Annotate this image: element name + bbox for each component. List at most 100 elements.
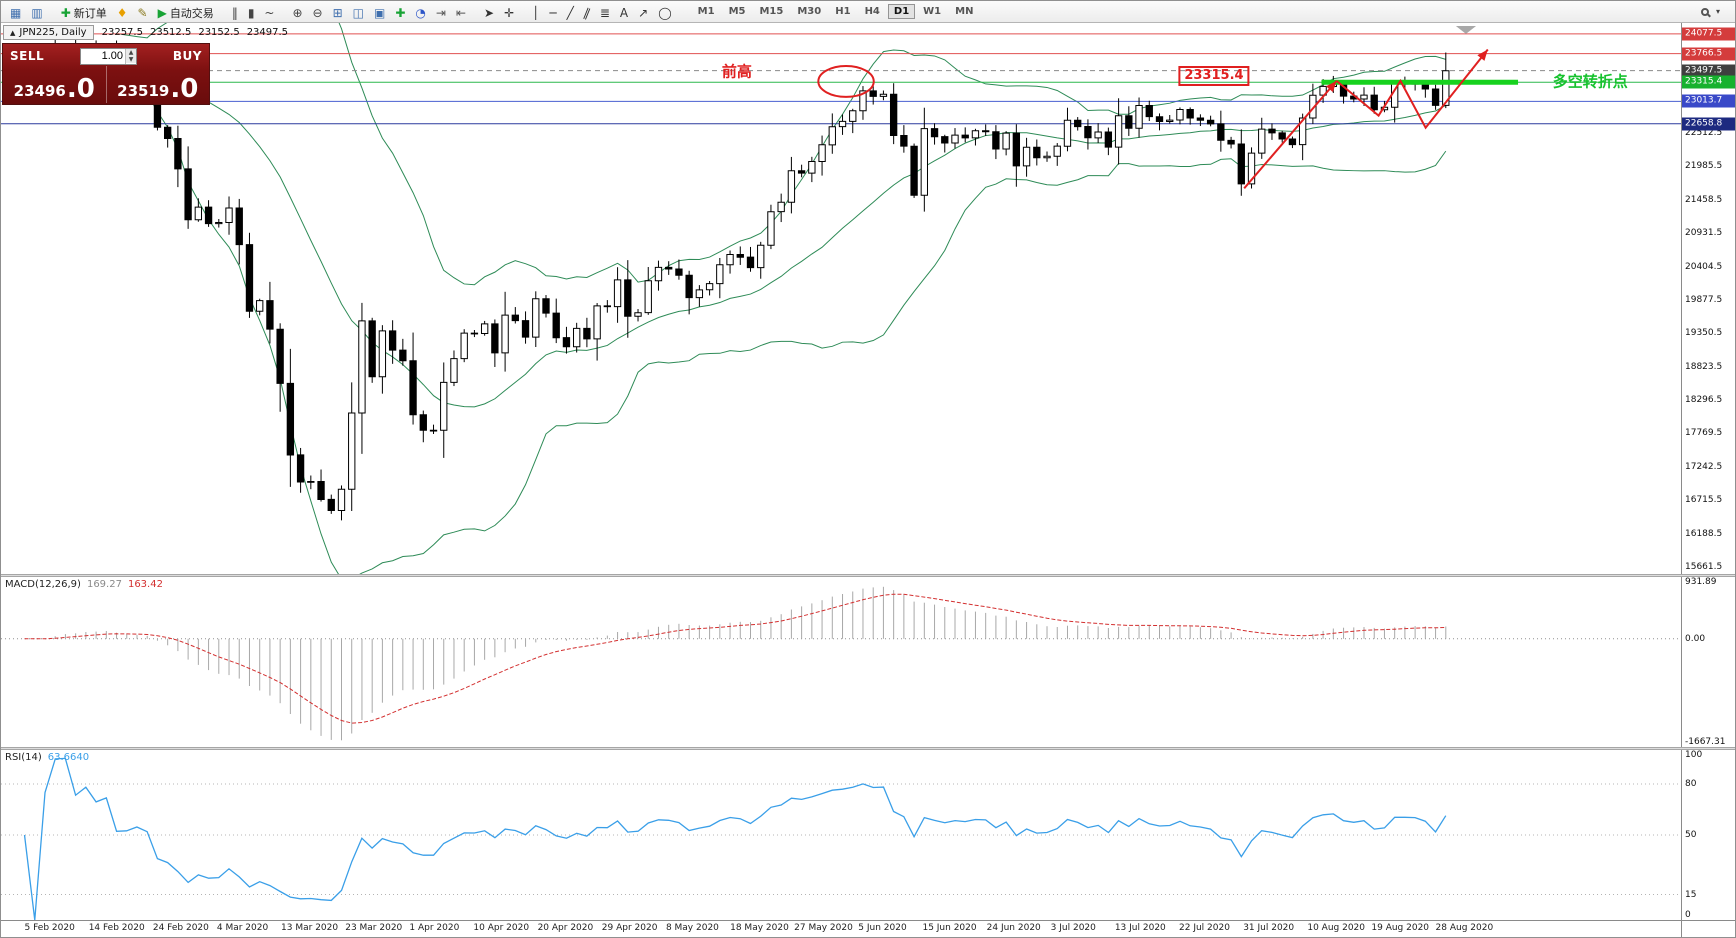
symbol-search-button[interactable]: ▾ <box>1697 3 1724 21</box>
fibonacci-button[interactable]: ≣ <box>596 4 614 22</box>
text-tool-button[interactable]: A <box>616 4 632 22</box>
price-tick: 20404.5 <box>1685 261 1723 272</box>
rsi-axis: 100 80 50 15 0 <box>1681 750 1735 920</box>
crosshair-icon: ✛ <box>504 5 515 20</box>
trendline-icon: ╱ <box>566 5 574 20</box>
chart-tab-icon: ▲ <box>10 28 16 37</box>
rsi-tick: 100 <box>1685 750 1703 761</box>
new-order-label: 新订单 <box>73 6 107 20</box>
volume-spin: ▲ ▼ <box>125 48 137 64</box>
bar-chart-mode-button[interactable]: ‖ <box>228 4 242 22</box>
buy-price-button[interactable]: 23519.0 <box>105 66 210 103</box>
market-grid-button[interactable]: ⊞ <box>329 4 347 22</box>
timeframe-D1[interactable]: D1 <box>887 4 916 19</box>
macd-axis: 931.89 0.00 -1667.31 <box>1681 577 1735 747</box>
toolbar: ▦ ▥ ✚ 新订单 ♦ ✎ ▶ 自动交易 ‖ ▮ ~ ⊕ ⊖ ⊞ ◫ ▣ ✚ ◔ ⇥ ⇤ ➤ ✛ │ ─ ╱ ∥ ≣ A ↗ ◯ M1 M5… <box>1 1 1735 23</box>
search-icon <box>1700 7 1709 16</box>
time-axis-bar: 5 Feb 2020 14 Feb 2020 24 Feb 2020 4 Mar 20… <box>1 920 1735 937</box>
shapes-tool-icon: ◯ <box>658 5 672 20</box>
chart-shift-button[interactable]: ⇤ <box>452 4 470 22</box>
new-chart-button[interactable]: ▦ <box>6 4 25 22</box>
tile-windows-button[interactable]: ◫ <box>349 4 368 22</box>
timeframe-H1[interactable]: H1 <box>835 6 851 17</box>
new-order-button[interactable]: ✚ 新订单 <box>57 4 111 22</box>
price-tag: 23766.5 <box>1682 47 1735 61</box>
panel-splitter[interactable] <box>1 574 1735 577</box>
chart-tab[interactable]: ▲ JPN225, Daily <box>3 25 94 40</box>
timeframe-M5[interactable]: M5 <box>728 6 746 17</box>
zoom-in-icon: ⊕ <box>292 5 303 20</box>
cascade-windows-icon: ▣ <box>374 5 386 20</box>
volume-input[interactable] <box>81 48 126 64</box>
zoom-out-icon: ⊖ <box>312 5 323 20</box>
volume-up-button[interactable]: ▲ <box>126 48 137 56</box>
zoom-in-button[interactable]: ⊕ <box>288 4 306 22</box>
rsi-tick: 0 <box>1685 909 1691 920</box>
macd-chart[interactable]: MACD(12,26,9) 169.27 163.42 <box>1 577 1681 747</box>
macd-main-value: 169.27 <box>86 579 122 590</box>
turning-point-annotation: 多空转折点 <box>1552 72 1628 91</box>
buy-label[interactable]: BUY <box>172 49 202 63</box>
date-label: 13 Jul 2020 <box>1114 923 1166 933</box>
autotrading-button[interactable]: ▶ 自动交易 <box>154 4 218 22</box>
auto-scroll-button[interactable]: ⇥ <box>432 4 450 22</box>
shapes-tool-button[interactable]: ◯ <box>654 4 675 22</box>
rsi-chart[interactable]: RSI(14) 63.6640 <box>1 750 1681 920</box>
metaeditor-icon: ✎ <box>137 5 148 20</box>
date-label: 10 Aug 2020 <box>1307 923 1366 933</box>
candlestick-mode-button[interactable]: ▮ <box>244 4 259 22</box>
equidistant-channel-button[interactable]: ∥ <box>580 4 594 22</box>
symbol-ohlc-line: ▲ JPN225, Daily 23257.5 23512.5 23152.5 234… <box>3 25 295 40</box>
chart-shift-icon: ⇤ <box>455 5 467 20</box>
time-axis: 5 Feb 2020 14 Feb 2020 24 Feb 2020 4 Mar 20… <box>1 921 1681 937</box>
text-tool-icon: A <box>619 5 629 20</box>
date-label: 22 Jul 2020 <box>1179 923 1230 933</box>
alerts-button[interactable]: ♦ <box>113 4 132 22</box>
date-label: 28 Aug 2020 <box>1435 923 1494 933</box>
fibonacci-icon: ≣ <box>599 5 610 20</box>
crosshair-button[interactable]: ✛ <box>500 4 518 22</box>
price-tick: 17769.5 <box>1685 428 1723 439</box>
timeframe-MN[interactable]: MN <box>955 6 974 17</box>
alerts-icon: ♦ <box>116 5 128 20</box>
cascade-windows-button[interactable]: ▣ <box>370 4 389 22</box>
date-label: 13 Mar 2020 <box>281 923 339 933</box>
main-chart[interactable]: ▲ JPN225, Daily 23257.5 23512.5 23152.5 234… <box>1 23 1681 574</box>
autotrading-label: 自动交易 <box>169 6 214 20</box>
volume-down-button[interactable]: ▼ <box>126 55 137 63</box>
vertical-line-button[interactable]: │ <box>528 4 543 22</box>
price-callout-annotation: 23315.4 <box>1178 66 1250 87</box>
indicators-button[interactable]: ✚ <box>391 4 409 22</box>
sell-price-button[interactable]: 23496.0 <box>3 66 106 103</box>
macd-panel: MACD(12,26,9) 169.27 163.42 931.89 0.00 -166… <box>1 577 1735 747</box>
periods-button[interactable]: ◔ <box>411 4 429 22</box>
zoom-out-button[interactable]: ⊖ <box>309 4 327 22</box>
timeframe-H4[interactable]: H4 <box>864 6 880 17</box>
timeframe-M30[interactable]: M30 <box>797 6 822 17</box>
arrows-tool-button[interactable]: ↗ <box>634 4 652 22</box>
bar-chart-mode-icon: ‖ <box>231 5 238 20</box>
line-chart-mode-button[interactable]: ~ <box>260 4 278 22</box>
timeframe-M15[interactable]: M15 <box>759 6 784 17</box>
sell-label[interactable]: SELL <box>10 49 45 63</box>
date-label: 10 Apr 2020 <box>473 923 530 933</box>
auto-scroll-icon: ⇥ <box>435 5 446 20</box>
profiles-button[interactable]: ▥ <box>27 4 46 22</box>
timeframe-M1[interactable]: M1 <box>697 6 715 17</box>
ohlc-low: 23152.5 <box>198 27 240 38</box>
price-tag: 23315.4 <box>1682 75 1735 89</box>
cursor-button[interactable]: ➤ <box>480 4 498 22</box>
price-tick: 16188.5 <box>1685 528 1723 539</box>
timeframe-W1[interactable]: W1 <box>923 6 942 17</box>
date-label: 27 May 2020 <box>794 923 853 933</box>
profiles-icon: ▥ <box>31 5 43 20</box>
macd-tick: -1667.31 <box>1685 736 1726 747</box>
metaeditor-button[interactable]: ✎ <box>134 4 152 22</box>
horizontal-line-icon: ─ <box>549 5 557 20</box>
macd-svg <box>1 577 1681 747</box>
horizontal-line-button[interactable]: ─ <box>545 4 560 22</box>
price-tag: 22658.8 <box>1682 117 1735 131</box>
panel-splitter[interactable] <box>1 747 1735 750</box>
price-tick: 19877.5 <box>1685 294 1723 305</box>
trendline-button[interactable]: ╱ <box>563 4 578 22</box>
